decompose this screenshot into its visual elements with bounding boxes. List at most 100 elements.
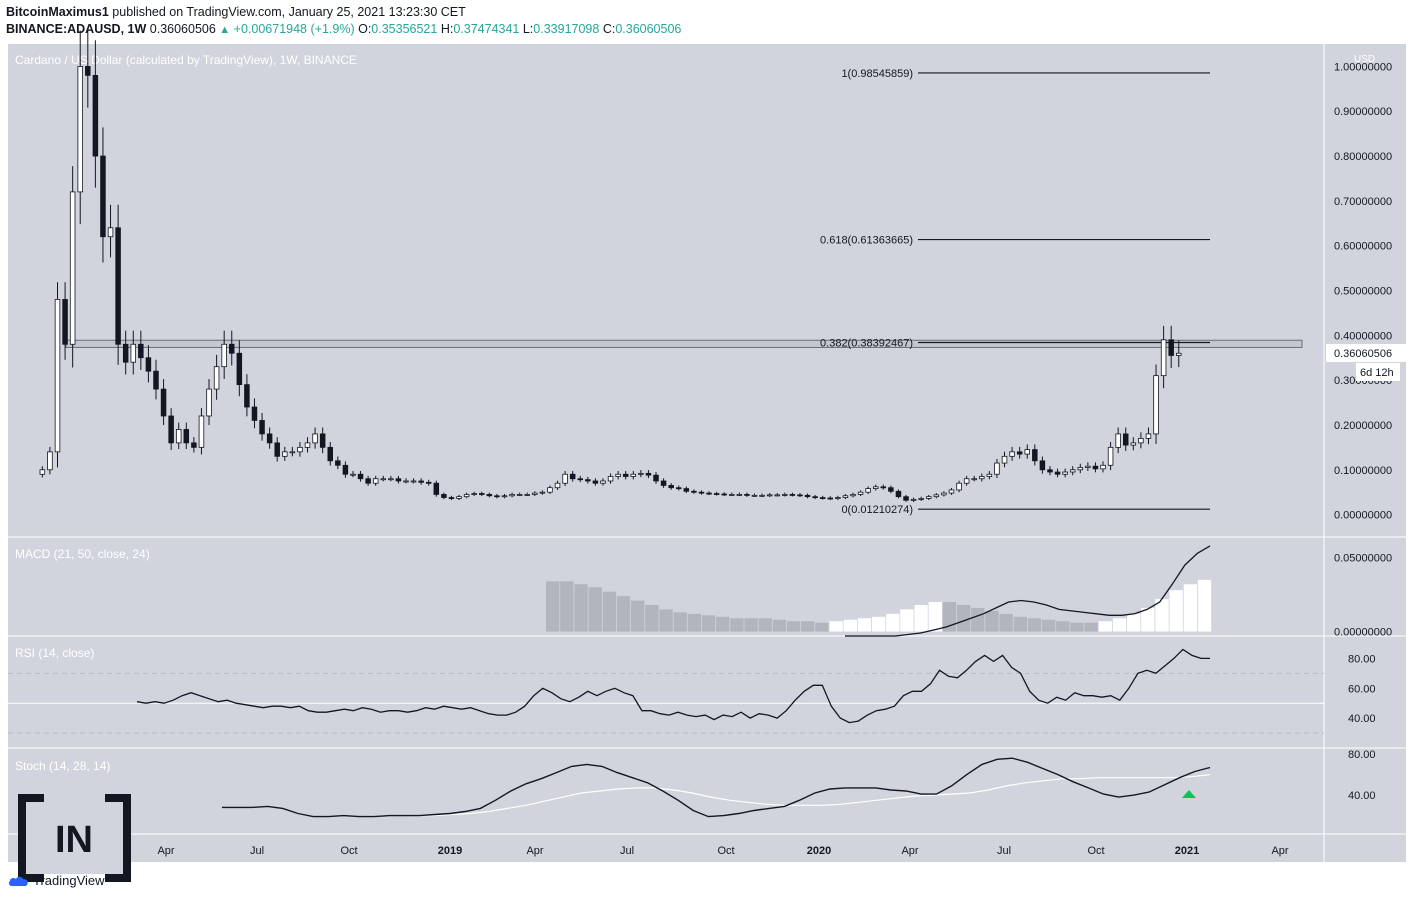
candle-body (1032, 449, 1038, 462)
published-text: published on TradingView.com, January 25… (112, 5, 466, 19)
candle-body (403, 480, 409, 483)
candle-body (342, 464, 349, 475)
candle-body (1092, 465, 1099, 470)
candle-body (979, 476, 985, 480)
y-tick-label: 0.50000000 (1334, 286, 1392, 298)
fib-level-label: 0(0.01210274) (841, 504, 913, 516)
candle-body (721, 493, 727, 496)
candle-body (766, 494, 773, 497)
candle-body (54, 299, 61, 453)
current-price-label: 0.36060506 (1334, 348, 1392, 360)
candle-body (1153, 375, 1159, 435)
candle-body (229, 343, 235, 354)
macd-histogram-bar (687, 613, 702, 632)
author-name[interactable]: BitcoinMaximus1 (6, 5, 109, 19)
candle-body (1077, 467, 1084, 471)
macd-histogram-bar (1183, 584, 1198, 632)
candle-body (819, 497, 826, 499)
candle-body (372, 478, 379, 484)
candle-body (933, 494, 940, 498)
open-label: O: (358, 22, 372, 36)
close-value: 0.36060506 (615, 22, 682, 36)
candle-body (1115, 433, 1121, 448)
candle-body (1176, 352, 1182, 356)
candle-body (395, 478, 402, 482)
main-chart-title: Cardano / US Dollar (calculated by Tradi… (15, 53, 357, 67)
macd-histogram-bar (1112, 618, 1127, 632)
candle-body (289, 451, 296, 454)
fib-level-label: 0.618(0.61363665) (820, 235, 913, 247)
candle-body (789, 494, 796, 496)
candle-body (1085, 465, 1091, 468)
x-tick-label: Apr (526, 845, 543, 857)
tradingview-label: TradingView (33, 873, 105, 888)
candle-body (865, 488, 871, 493)
candle-body (600, 480, 606, 484)
rsi-line (136, 648, 1210, 724)
in-logo: IN (18, 794, 131, 882)
x-tick-label: Apr (1271, 845, 1288, 857)
macd-histogram-bar (886, 613, 900, 632)
x-tick-label: 2021 (1175, 845, 1199, 857)
candle-body (941, 492, 947, 496)
stoch-pane[interactable]: Stoch (14, 28, 14) 40.00 80.00 (15, 749, 1376, 818)
candle-body (524, 494, 530, 496)
candle-body (206, 388, 212, 417)
candle-body (638, 472, 644, 475)
candle-body (107, 227, 114, 238)
macd-histogram-bar (673, 612, 687, 632)
candle-body (547, 487, 553, 493)
y-tick-label: 0.40000000 (1334, 330, 1392, 342)
x-tick-label: Jul (620, 845, 634, 857)
candle-body (653, 474, 659, 482)
macd-line (845, 545, 1211, 637)
candle-body (198, 415, 205, 448)
ohlc-line: BINANCE:ADAUSD, 1W 0.36060506 ▲ +0.00671… (6, 22, 681, 36)
candle-body (759, 494, 765, 497)
y-tick-label: 1.00000000 (1334, 61, 1392, 73)
candle-body (857, 491, 864, 495)
signal-up-arrow-icon (1182, 790, 1196, 798)
candle-body (486, 494, 493, 497)
y-tick-label: 80.00 (1348, 749, 1376, 761)
macd-pane[interactable]: MACD (21, 50, close, 24) 0.00000000 0.0500… (15, 545, 1392, 639)
candle-body (660, 480, 667, 486)
y-tick-label: 0.10000000 (1334, 465, 1392, 477)
high-label: H: (440, 22, 454, 36)
candle-body (92, 74, 99, 157)
macd-histogram-bar (645, 604, 659, 632)
macd-histogram-bar (1070, 622, 1084, 632)
candle-body (1039, 460, 1046, 471)
macd-histogram-bar (588, 587, 602, 632)
candle-body (471, 493, 477, 495)
macd-title: MACD (21, 50, close, 24) (15, 547, 150, 561)
candle-body (963, 478, 970, 484)
candle-body (956, 482, 962, 491)
candle-body (448, 497, 455, 499)
macd-histogram-bar (999, 613, 1013, 632)
tradingview-brand[interactable]: TradingView (8, 873, 105, 888)
close-label: C: (602, 22, 616, 36)
current-price-badge (1326, 343, 1406, 362)
main-price-pane[interactable]: 0.000000000.100000000.200000000.30000000… (39, 30, 1406, 522)
candle-body (706, 492, 712, 495)
macd-histogram-bar (985, 610, 999, 632)
candle-body (236, 352, 243, 386)
macd-histogram-bar (1027, 618, 1042, 632)
candle-body (804, 494, 811, 498)
candle-body (554, 482, 561, 489)
macd-histogram-bar (900, 609, 914, 632)
candle-body (516, 494, 523, 496)
rsi-pane[interactable]: RSI (14, close) 40.00 60.00 80.00 (8, 646, 1376, 734)
macd-histogram-bar (602, 591, 617, 632)
candle-body (1024, 449, 1030, 455)
candle-body (986, 473, 993, 477)
candle-body (221, 343, 227, 368)
macd-histogram-bar (857, 618, 872, 632)
macd-histogram-bar (829, 621, 843, 632)
macd-histogram-bar (730, 618, 744, 632)
high-value: 0.37474341 (453, 22, 520, 36)
y-tick-label: 0.70000000 (1334, 196, 1392, 208)
resistance-zone (65, 339, 1303, 348)
